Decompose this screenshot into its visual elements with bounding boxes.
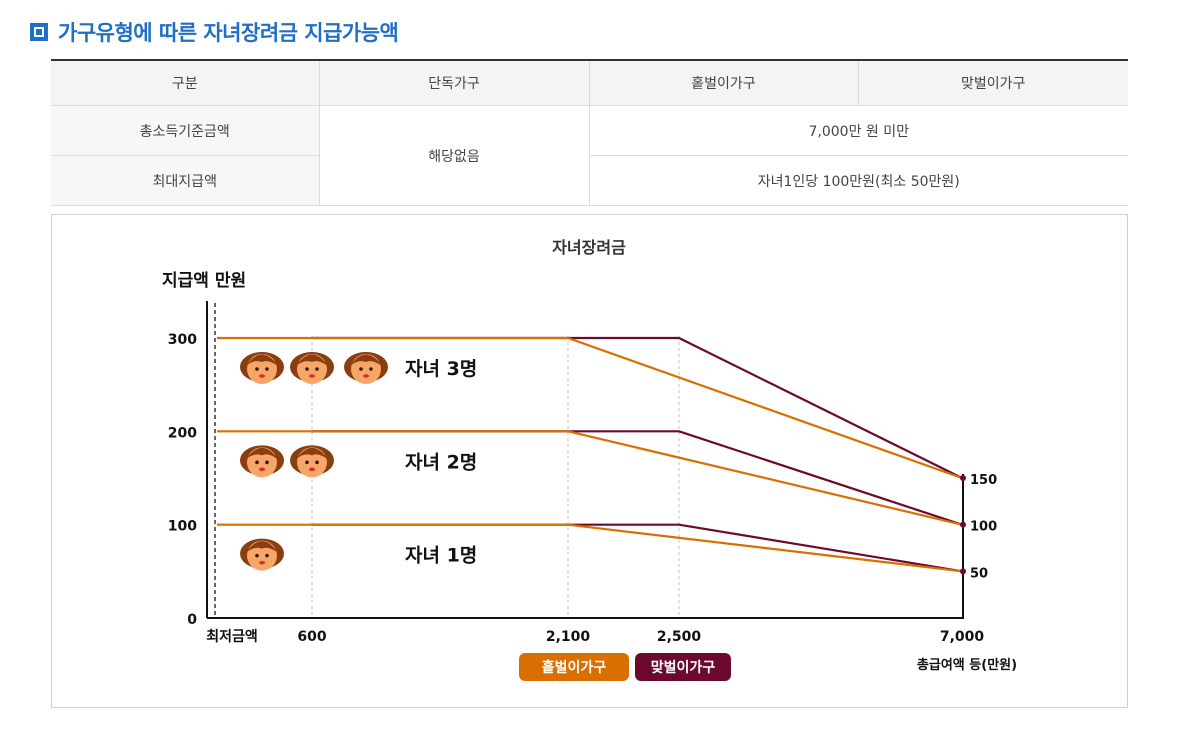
- series-line-single-earner: [217, 430, 963, 526]
- series-line-single-earner: [217, 523, 963, 573]
- header-dual-earner: 맞벌이가구: [858, 59, 1128, 106]
- section-heading: 가구유형에 따른 자녀장려금 지급가능액: [30, 16, 399, 48]
- y-tick-label: 300: [168, 332, 197, 348]
- header-category: 구분: [51, 59, 320, 106]
- child-face-icon: [344, 352, 388, 384]
- x-axis-label: 총급여액 등(만원): [917, 657, 1017, 673]
- right-value-label: 50: [970, 566, 988, 581]
- group-label: 자녀 1명: [405, 545, 477, 567]
- child-face-icon: [240, 538, 284, 571]
- y-tick-label: 100: [168, 519, 197, 535]
- header-single: 단독가구: [319, 59, 590, 106]
- single-household-value: 해당없음: [319, 105, 590, 206]
- end-point-marker: [960, 475, 966, 481]
- x-tick-label: 최저금액: [206, 628, 258, 645]
- legend-dual-earner: 맞벌이가구: [635, 653, 731, 681]
- table-row: 총소득기준금액 해당없음 7,000만 원 미만: [51, 105, 1128, 206]
- y-tick-label: 200: [168, 425, 197, 441]
- series-line-dual-earner: [312, 430, 963, 526]
- right-value-label: 100: [970, 520, 997, 535]
- x-tick-label: 600: [297, 629, 326, 645]
- x-tick-label: 2,100: [546, 629, 591, 645]
- header-single-earner: 홑벌이가구: [589, 59, 859, 106]
- table-row: 최대지급액 자녀1인당 100만원(최소 50만원): [51, 155, 1128, 206]
- y-axis-label: 지급액 만원: [162, 271, 246, 291]
- child-face-icon: [240, 352, 284, 384]
- child-face-icon: [240, 445, 284, 478]
- group-label: 자녀 3명: [405, 358, 477, 380]
- row-label-max: 최대지급액: [51, 155, 320, 206]
- child-face-icon: [290, 352, 334, 384]
- square-bullet-icon: [30, 23, 48, 41]
- income-limit-value: 7,000만 원 미만: [589, 105, 1128, 156]
- end-point-marker: [960, 568, 966, 575]
- group-label: 자녀 2명: [405, 451, 477, 473]
- x-tick-label: 2,500: [657, 629, 702, 645]
- row-label-income: 총소득기준금액: [51, 105, 320, 156]
- chart-title: 자녀장려금: [552, 238, 626, 257]
- end-point-marker: [960, 521, 966, 528]
- y-tick-label: 0: [187, 612, 197, 628]
- series-line-single-earner: [217, 336, 963, 480]
- max-amount-value: 자녀1인당 100만원(최소 50만원): [589, 155, 1128, 206]
- right-value-label: 150: [970, 473, 997, 488]
- legend-single-earner: 홑벌이가구: [519, 653, 629, 681]
- section-title: 가구유형에 따른 자녀장려금 지급가능액: [58, 21, 399, 45]
- table-header-row: 구분 단독가구 홑벌이가구 맞벌이가구: [51, 59, 1128, 106]
- info-table: 구분 단독가구 홑벌이가구 맞벌이가구 총소득기준금액 해당없음 7,000만 …: [51, 59, 1128, 206]
- child-face-icon: [290, 445, 334, 478]
- x-tick-label: 7,000: [940, 629, 985, 645]
